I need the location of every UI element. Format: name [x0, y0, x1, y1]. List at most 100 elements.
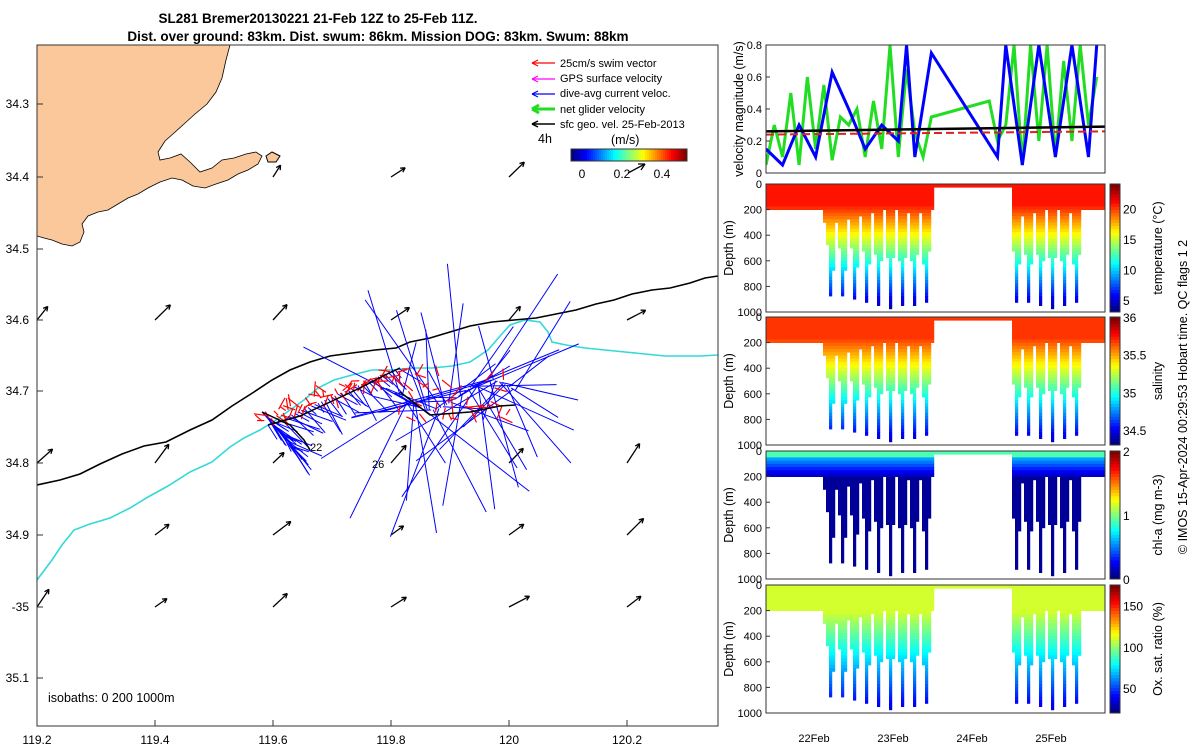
colorbar-tick-1: 0.2 — [614, 167, 631, 181]
section-panel: 0 200 400 600 800 1000 Depth (m) 50 100 150 Ox. sa… — [722, 580, 1165, 745]
velocity-ytick: 0 — [756, 168, 762, 180]
colorbar-tick: 100 — [1123, 641, 1143, 655]
colorbar-label: Ox. sat. ratio (%) — [1151, 602, 1165, 696]
colorbar-tick: 34.5 — [1123, 424, 1147, 438]
depth-ylabel: Depth (m) — [722, 487, 736, 543]
depth-tick: 800 — [744, 682, 762, 694]
depth-tick: 400 — [744, 631, 762, 643]
map-ytick: 34.4 — [6, 170, 30, 184]
depth-tick: 800 — [744, 548, 762, 560]
date-tick: 24Feb — [956, 733, 987, 745]
velocity-series — [766, 130, 1105, 136]
colorbar-tick: 15 — [1123, 233, 1137, 247]
velocity-series — [766, 45, 1099, 168]
velocity-ytick: 0.8 — [747, 40, 762, 52]
section-panel: 0 200 400 600 800 1000 Depth (m) 5 10 15 20 tempera… — [722, 179, 1165, 319]
map-panel: 119.2 119.4 119.6 119.8 120 120.2 34.3 34.4 34.5… — [6, 44, 719, 747]
velocity-series — [766, 45, 1099, 166]
section-panel: 0 200 400 600 800 1000 Depth (m) 0 1 2 chl-a (mg m… — [722, 445, 1165, 587]
depth-tick: 200 — [744, 472, 762, 484]
map-ytick: 34.6 — [6, 313, 30, 327]
isobath-200m — [37, 275, 718, 486]
colorbar-tick: 1 — [1123, 509, 1130, 523]
depth-tick: 1000 — [738, 708, 762, 720]
map-ytick: -35 — [12, 600, 30, 614]
map-ytick: 35.1 — [6, 671, 30, 685]
map-frame — [36, 44, 719, 727]
colorbar-tick: 20 — [1123, 202, 1137, 216]
depth-tick: 1000 — [738, 574, 762, 586]
velocity-panel: 0 0.2 0.4 0.6 0.8 velocity magnitude (m/s) — [732, 40, 1106, 180]
date-tick: 23Feb — [877, 733, 908, 745]
depth-tick: 1000 — [738, 440, 762, 452]
velocity-ytick: 0.4 — [747, 104, 762, 116]
colorbar-tick: 36 — [1123, 311, 1137, 325]
map-xtick: 119.8 — [376, 733, 405, 747]
colorbar-tick-0: 0 — [579, 167, 586, 181]
title-line2: Dist. over ground: 83km. Dist. swum: 86k… — [127, 29, 628, 44]
map-ytick: 34.9 — [6, 528, 30, 542]
depth-tick: 200 — [744, 606, 762, 618]
section-panel: 0 200 400 600 800 1000 Depth (m) 34.5 35 35.5 36 sa… — [722, 311, 1165, 452]
land-mass — [37, 45, 263, 247]
depth-tick: 600 — [744, 256, 762, 268]
map-xtick: 119.2 — [22, 733, 51, 747]
map-ytick: 34.8 — [6, 456, 30, 470]
swim-vectors — [253, 363, 513, 426]
colorbar-label: salinity — [1151, 361, 1165, 400]
island — [265, 151, 281, 163]
velocity-ytick: 0.6 — [747, 72, 762, 84]
colorbar-tick-2: 0.4 — [654, 167, 671, 181]
colorbar-tick: 0 — [1123, 573, 1130, 587]
legend-net-velocity: net glider velocity — [560, 104, 645, 116]
depth-tick: 600 — [744, 523, 762, 535]
map-ytick: 34.7 — [6, 384, 30, 398]
colorbar-label: temperature (°C) — [1151, 201, 1165, 294]
date-tick: 25Feb — [1035, 733, 1066, 745]
depth-tick: 800 — [744, 414, 762, 426]
glider-track — [261, 367, 516, 451]
map-xtick: 120.2 — [612, 733, 642, 747]
imos-label: © IMOS 15-Apr-2024 00:29:53 Hobart time.… — [1176, 240, 1190, 554]
colorbar-label: chl-a (mg m-3) — [1151, 474, 1165, 555]
velocity-series — [766, 125, 1105, 133]
legend-scale-label: 4h — [538, 132, 552, 146]
date-tick: 22Feb — [798, 733, 829, 745]
depth-tick: 400 — [744, 230, 762, 242]
map-axes: 119.2 119.4 119.6 119.8 120 120.2 34.3 34.4 34.5… — [6, 97, 643, 747]
depth-tick: 1000 — [738, 307, 762, 319]
depth-tick: 600 — [744, 657, 762, 669]
velocity-colorbar — [570, 148, 688, 162]
map-xtick: 119.6 — [258, 733, 287, 747]
depth-tick: 600 — [744, 389, 762, 401]
title-line1: SL281 Bremer20130221 21-Feb 12Z to 25-Fe… — [159, 11, 478, 26]
depth-tick: 800 — [744, 281, 762, 293]
isobath-label: isobaths: 0 200 1000m — [48, 691, 174, 705]
depth-tick: 0 — [756, 312, 762, 324]
colorbar-tick: 10 — [1123, 263, 1137, 277]
colorbar-tick: 50 — [1123, 682, 1137, 696]
map-xtick: 119.4 — [140, 733, 169, 747]
colorbar-tick: 5 — [1123, 294, 1130, 308]
depth-tick: 200 — [744, 205, 762, 217]
depth-ylabel: Depth (m) — [722, 353, 736, 409]
velocity-ylabel: velocity magnitude (m/s) — [732, 41, 746, 176]
legend-current-velocity: dive-avg current veloc. — [560, 88, 671, 100]
depth-ylabel: Depth (m) — [722, 621, 736, 677]
legend: 25cm/s swim vector GPS surface velocity … — [531, 58, 688, 181]
depth-tick: 0 — [756, 580, 762, 592]
depth-tick: 200 — [744, 338, 762, 350]
colorbar-tick: 35.5 — [1123, 349, 1147, 363]
day-label-22: 22 — [310, 442, 322, 454]
colorbar-tick: 2 — [1123, 445, 1130, 459]
depth-tick: 400 — [744, 497, 762, 509]
depth-tick: 0 — [756, 179, 762, 191]
depth-ylabel: Depth (m) — [722, 220, 736, 276]
colorbar-tick: 35 — [1123, 386, 1137, 400]
geo-velocity-arrows — [37, 161, 647, 608]
colorbar-tick: 150 — [1123, 600, 1143, 614]
day-label-26: 26 — [372, 459, 384, 471]
map-ytick: 34.5 — [6, 242, 30, 256]
